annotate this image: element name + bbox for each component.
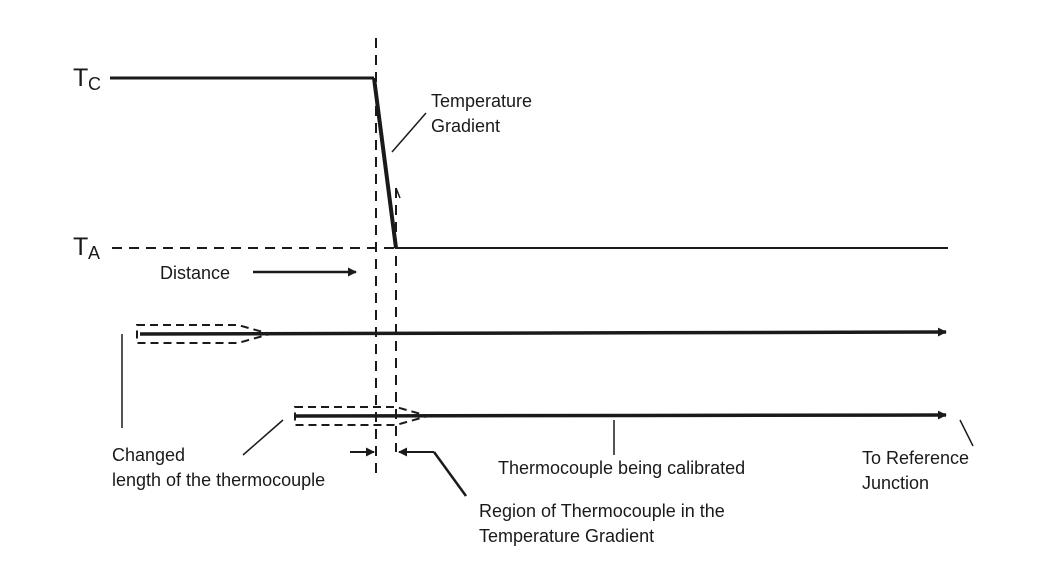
temperature-gradient-leader bbox=[391, 112, 427, 153]
tc-label-sub: C bbox=[88, 74, 101, 94]
thermocouple-calibrated-label: Thermocouple being calibrated bbox=[498, 458, 745, 478]
sheath-outline-lower bbox=[294, 406, 432, 426]
gradient-end-tick bbox=[395, 187, 401, 199]
changed-length-label-line1: Changed bbox=[112, 445, 185, 465]
changed-length-label-line2: length of the thermocouple bbox=[112, 470, 325, 490]
region-gradient-label-line2: Temperature Gradient bbox=[479, 526, 654, 546]
tc-label-main: T bbox=[73, 64, 88, 92]
distance-label: Distance bbox=[160, 263, 230, 283]
reference-junction-label-line1: To Reference bbox=[862, 448, 969, 468]
tc-label: T C bbox=[73, 64, 101, 94]
temperature-gradient-label-line2: Gradient bbox=[431, 116, 500, 136]
thermocouple-wire-lower bbox=[295, 410, 947, 420]
ta-label: T A bbox=[73, 233, 100, 263]
gradient-slope-line bbox=[372, 77, 398, 249]
thermocouple-upper bbox=[136, 324, 947, 344]
changed-length-leader-right bbox=[242, 419, 284, 456]
reference-junction-leader bbox=[959, 419, 974, 447]
ta-label-main: T bbox=[73, 233, 88, 261]
region-gradient-label-line1: Region of Thermocouple in the bbox=[479, 501, 725, 521]
temperature-profile bbox=[110, 76, 948, 249]
region-leader bbox=[432, 451, 468, 497]
temperature-gradient-label-line1: Temperature bbox=[431, 91, 532, 111]
sheath-outline-upper bbox=[136, 324, 274, 344]
reference-junction-label-line2: Junction bbox=[862, 473, 929, 493]
thermocouple-lower bbox=[294, 406, 947, 426]
thermocouple-wire-upper bbox=[139, 327, 947, 337]
ta-label-sub: A bbox=[88, 243, 100, 263]
